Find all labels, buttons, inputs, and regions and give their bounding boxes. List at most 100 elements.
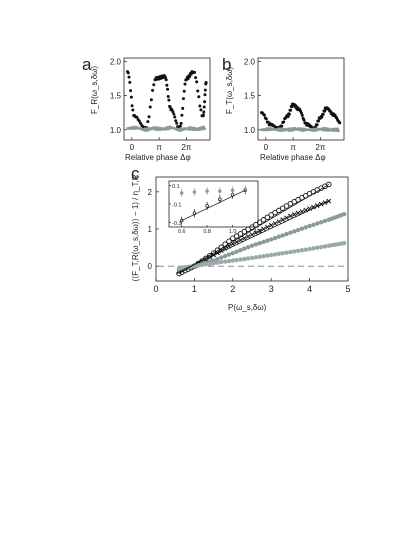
a-series-0-point: [167, 98, 171, 102]
a-series-0-point: [202, 105, 206, 109]
a-series-1-point: [199, 128, 203, 131]
c-series-3-point: [341, 240, 347, 246]
c-series-3-point: [322, 244, 328, 249]
c-series-2-point: [245, 245, 251, 250]
c-series-2-point: [238, 247, 243, 253]
a-series-0-point: [146, 120, 150, 124]
c-series-3-point: [288, 249, 293, 255]
c-series-3-point: [245, 256, 251, 261]
ci-series-0-point: [205, 204, 209, 208]
a-series-0-point: [127, 75, 131, 79]
a-series-0-point: [129, 95, 133, 99]
c-series-2-point: [257, 240, 262, 246]
c-series-1-point: [284, 215, 289, 221]
ci-series-1-point: [243, 187, 248, 192]
a-series-0-point: [188, 75, 192, 79]
c-series-3-point: [249, 255, 255, 261]
c-series-3-point: [226, 258, 232, 264]
ci-series-1-point: [179, 191, 184, 195]
c-series-3-point: [230, 258, 235, 263]
a-series-0-point: [137, 119, 141, 123]
panel-a-points: [125, 70, 208, 132]
c-series-3-point: [299, 248, 305, 253]
c-series-3-point: [276, 251, 282, 257]
panel-c-y-ticks: 0 1 2: [148, 188, 159, 271]
c-series-2-point: [265, 238, 270, 243]
c-series-2-point: [292, 229, 297, 234]
b-series-0-point: [315, 123, 319, 127]
a-series-1-point: [154, 126, 157, 129]
a-series-0-point: [166, 95, 170, 99]
b-series-1-point: [300, 127, 304, 130]
a-series-0-point: [164, 78, 168, 82]
c-series-1-point: [249, 232, 255, 237]
a-series-0-point: [193, 70, 197, 74]
a-series-0-point: [203, 93, 207, 97]
a-series-0-point: [201, 113, 205, 117]
panel-a-y-ticks: 1.0 1.5 2.0: [110, 57, 127, 135]
c-series-2-point: [276, 234, 282, 239]
b-y-tick-label: 2.0: [244, 57, 256, 66]
a-series-0-point: [126, 71, 130, 75]
c-series-3-point: [253, 255, 259, 260]
a-series-0-point: [173, 115, 177, 119]
ci-y-tick-label: 0.1: [172, 184, 180, 190]
b-series-1-point: [278, 129, 282, 133]
c-series-3-point: [265, 253, 270, 258]
a-series-0-point: [186, 77, 190, 81]
a-series-1-point: [144, 129, 148, 132]
a-series-0-point: [152, 83, 156, 87]
c-series-3-point: [199, 262, 205, 268]
c-series-1-point: [261, 226, 266, 232]
a-series-0-point: [198, 104, 202, 108]
c-series-2-point: [322, 218, 328, 224]
b-series-0-point: [287, 112, 291, 116]
c-series-1-point: [276, 219, 282, 224]
a-series-0-point: [202, 110, 206, 114]
c-series-2-point: [222, 253, 228, 259]
a-series-0-point: [181, 97, 185, 101]
b-series-0-point: [302, 118, 306, 122]
b-series-1-point: [336, 127, 340, 131]
c-series-3-point: [284, 250, 289, 255]
panel-a-ylabel: F_R(ω_s,δω): [90, 66, 99, 114]
a-series-0-point: [147, 115, 151, 119]
a-series-0-point: [194, 76, 198, 80]
c-series-2-point: [307, 223, 312, 229]
b-series-1-point: [325, 127, 329, 130]
c-series-3-point: [295, 248, 301, 254]
c-series-2-point: [280, 233, 285, 238]
b-series-0-point: [300, 113, 304, 117]
ci-series-1-point: [230, 188, 235, 192]
c-series-3-point: [261, 253, 266, 259]
c-series-3-point: [196, 263, 201, 268]
c-series-2-point: [318, 220, 324, 225]
b-series-1-point: [320, 128, 324, 132]
b-series-0-point: [320, 115, 324, 119]
c-series-1-point: [268, 222, 274, 228]
c-series-3-point: [207, 261, 212, 266]
a-series-0-point: [130, 104, 134, 108]
a-series-0-point: [175, 121, 179, 125]
c-series-3-point: [203, 262, 209, 267]
c-series-3-point: [242, 256, 247, 262]
ci-series-1-point: [192, 190, 197, 194]
panel-a: a F_R(ω_s,δω) 1.0 1.5 2.0 0 π 2π Relative ph…: [82, 55, 211, 162]
a-series-0-point: [182, 89, 186, 93]
panel-b-frame: [257, 57, 345, 141]
panel-b-xlabel: Relative phase Δφ: [260, 153, 326, 162]
c-series-2-point: [253, 242, 259, 247]
c-series-2-point: [261, 239, 266, 245]
a-series-0-point: [197, 95, 201, 99]
panel-b-x-ticks: 0 π 2π: [264, 137, 326, 152]
c-x-tick-label: 2: [230, 284, 235, 294]
a-series-1-point: [202, 125, 206, 129]
c-series-1-point: [257, 228, 263, 234]
c-series-0-point: [256, 219, 263, 225]
b-y-tick-label: 1.5: [244, 92, 256, 101]
a-series-0-point: [149, 98, 153, 102]
b-series-0-point: [289, 108, 293, 112]
c-series-0-point: [260, 217, 267, 223]
b-series-1-point: [323, 126, 327, 130]
